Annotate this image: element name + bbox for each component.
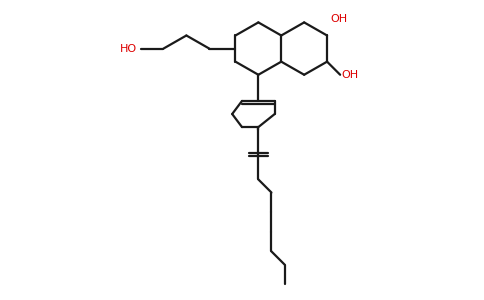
Text: HO: HO <box>120 44 137 54</box>
Text: OH: OH <box>341 70 359 80</box>
Text: OH: OH <box>331 14 348 24</box>
